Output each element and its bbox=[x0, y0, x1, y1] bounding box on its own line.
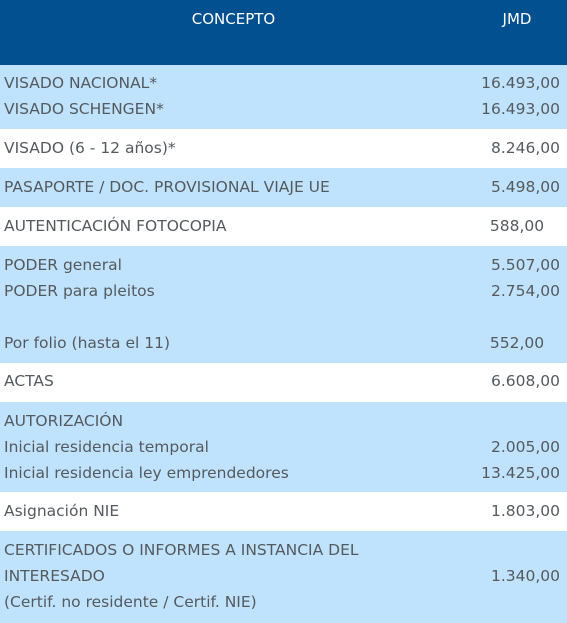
fee-value: 2.754,00 bbox=[490, 282, 560, 300]
table-row-actas: ACTAS 6.608,00 bbox=[0, 363, 567, 402]
concept-line: Asignación NIE bbox=[4, 502, 120, 520]
table-row-pasaporte: PASAPORTE / DOC. PROVISIONAL VIAJE UE 5.… bbox=[0, 168, 567, 207]
concept-line: VISADO (6 - 12 años)* bbox=[4, 139, 176, 157]
concept-line: AUTORIZACIÓN bbox=[4, 412, 124, 430]
table-header: CONCEPTO JMD bbox=[0, 0, 567, 65]
fee-value: 5.507,00 bbox=[490, 256, 560, 274]
fee-value: 13.425,00 bbox=[481, 464, 560, 482]
fee-value: 1.340,00 bbox=[490, 567, 560, 585]
concept-line: Inicial residencia ley emprendedores bbox=[4, 464, 289, 482]
fee-value: 5.498,00 bbox=[490, 178, 560, 196]
concept-line: PODER general bbox=[4, 256, 122, 274]
table-row-poder: PODER general PODER para pleitos Por fol… bbox=[0, 246, 567, 363]
concept-column-header: CONCEPTO bbox=[191, 10, 276, 28]
table-row-autenticacion: AUTENTICACIÓN FOTOCOPIA 588,00 bbox=[0, 207, 567, 246]
concept-line: INTERESADO bbox=[4, 567, 105, 585]
table-row-certificados: CERTIFICADOS O INFORMES A INSTANCIA DEL … bbox=[0, 531, 567, 623]
table-row-visado-ninos: VISADO (6 - 12 años)* 8.246,00 bbox=[0, 129, 567, 168]
fee-value: 2.005,00 bbox=[490, 438, 560, 456]
table-row-nie: Asignación NIE 1.803,00 bbox=[0, 492, 567, 531]
concept-line: CERTIFICADOS O INFORMES A INSTANCIA DEL bbox=[4, 541, 359, 559]
fee-value: 588,00 bbox=[489, 217, 545, 235]
fee-value: 6.608,00 bbox=[490, 372, 560, 390]
table-row-visado-nacional: VISADO NACIONAL* VISADO SCHENGEN* 16.493… bbox=[0, 65, 567, 129]
concept-line: VISADO NACIONAL* bbox=[4, 74, 158, 92]
fee-value: 16.493,00 bbox=[481, 74, 560, 92]
concept-line: ACTAS bbox=[4, 372, 54, 390]
concept-line: PODER para pleitos bbox=[4, 282, 155, 300]
fee-value: 1.803,00 bbox=[490, 502, 560, 520]
concept-line: (Certif. no residente / Certif. NIE) bbox=[4, 593, 257, 611]
fee-value: 8.246,00 bbox=[490, 139, 560, 157]
concept-line: Por folio (hasta el 11) bbox=[4, 334, 171, 352]
concept-line: PASAPORTE / DOC. PROVISIONAL VIAJE UE bbox=[4, 178, 330, 196]
fee-value: 552,00 bbox=[489, 334, 545, 352]
concept-line: VISADO SCHENGEN* bbox=[4, 100, 164, 118]
concept-line: Inicial residencia temporal bbox=[4, 438, 209, 456]
concept-line: AUTENTICACIÓN FOTOCOPIA bbox=[4, 217, 227, 235]
currency-column-header: JMD bbox=[502, 10, 532, 28]
fee-value: 16.493,00 bbox=[481, 100, 560, 118]
table-row-autorizacion: AUTORIZACIÓN Inicial residencia temporal… bbox=[0, 402, 567, 492]
